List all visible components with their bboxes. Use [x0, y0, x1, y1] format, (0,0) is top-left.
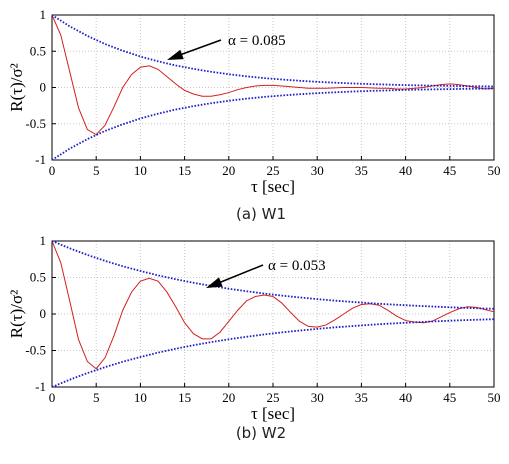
annotation-arrow-shaft	[215, 264, 264, 285]
panel-caption: (b) W2	[236, 424, 286, 442]
x-tick-label: 15	[178, 163, 191, 178]
y-tick-label: 0.5	[30, 270, 46, 285]
y-tick-label: 1	[40, 7, 47, 22]
x-tick-label: 40	[399, 163, 412, 178]
x-tick-label: 5	[93, 390, 100, 405]
x-tick-label: 0	[49, 390, 56, 405]
x-tick-label: 45	[443, 163, 456, 178]
annotation-arrow-shaft	[176, 39, 222, 57]
y-tick-label: -0.5	[25, 343, 46, 358]
x-tick-label: 30	[311, 163, 324, 178]
alpha-annotation: α = 0.085	[228, 33, 286, 49]
x-tick-label: 20	[222, 390, 235, 405]
upper-envelope-line	[51, 240, 495, 310]
x-axis-label: τ [sec]	[251, 404, 295, 423]
y-axis-label: R(τ)/σ²	[7, 290, 26, 338]
y-tick-label: 0	[40, 306, 47, 321]
chart-panel-1: 0 5 10 15 20 25 30 35 40 45 50 1 0.5 0 -0.5 -1 τ [sec] R(…	[7, 7, 501, 223]
chart-panel-2: 0 5 10 15 20 25 30 35 40 45 50 1 0.5 0 -0.5 -1 τ [sec] R(…	[7, 233, 501, 442]
lower-envelope-line	[51, 318, 495, 388]
y-tick-label: 0.5	[30, 43, 46, 58]
x-tick-label: 0	[49, 163, 56, 178]
correlation-curve-line	[51, 240, 495, 370]
x-axis-label: τ [sec]	[251, 177, 295, 196]
x-tick-label: 50	[488, 163, 501, 178]
x-tick-label: 35	[355, 163, 368, 178]
y-tick-label: -1	[35, 152, 46, 167]
y-tick-label: -0.5	[25, 116, 46, 131]
x-tick-label: 30	[311, 390, 324, 405]
x-tick-label: 25	[267, 163, 280, 178]
x-tick-label: 50	[488, 390, 501, 405]
x-tick-label: 10	[134, 163, 147, 178]
x-tick-label: 10	[134, 390, 147, 405]
correlation-curve-line	[51, 14, 495, 136]
y-tick-label: 1	[40, 233, 47, 248]
x-tick-label: 45	[443, 390, 456, 405]
panel-caption: (a) W1	[236, 205, 286, 223]
x-tick-label: 5	[93, 163, 100, 178]
x-tick-label: 40	[399, 390, 412, 405]
y-tick-label: -1	[35, 379, 46, 394]
annotation-arrow-head	[167, 49, 184, 60]
x-tick-label: 15	[178, 390, 191, 405]
alpha-annotation: α = 0.053	[268, 258, 326, 274]
x-tick-label: 20	[222, 163, 235, 178]
y-axis-label: R(τ)/σ²	[7, 63, 26, 111]
x-tick-label: 25	[267, 390, 280, 405]
y-tick-label: 0	[40, 80, 47, 95]
annotation-arrow-head	[206, 277, 223, 288]
x-tick-label: 35	[355, 390, 368, 405]
